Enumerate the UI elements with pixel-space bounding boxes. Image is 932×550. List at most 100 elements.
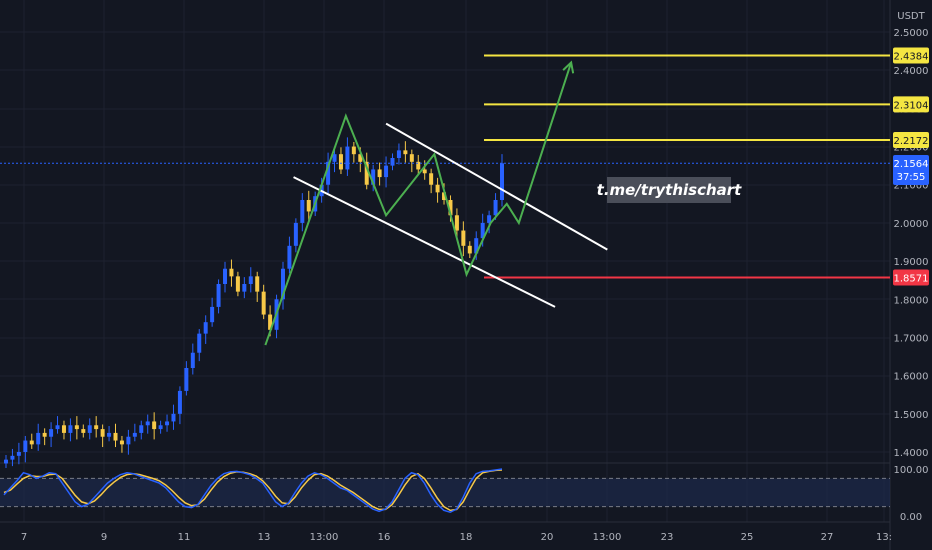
price-tick-label: 1.7000 xyxy=(894,333,929,344)
watermark: t.me/trythischart xyxy=(597,177,742,203)
time-axis[interactable]: 7 9 11 13 13:00 16 18 20 13:00 23 25 27 13: xyxy=(21,532,892,543)
candle-body xyxy=(306,200,311,212)
oscillator-tick-label: 100.00 xyxy=(894,465,929,476)
candle-body xyxy=(435,184,440,193)
current-price-badge: 2.1564 37:55 xyxy=(893,155,929,185)
time-tick-label: 13 xyxy=(258,532,271,543)
candle-body xyxy=(55,425,60,430)
candle-body xyxy=(94,425,99,430)
candle-body xyxy=(74,425,79,430)
candle-body xyxy=(429,173,434,185)
candle-body xyxy=(171,413,176,422)
candle-body xyxy=(16,452,21,456)
projection-path[interactable] xyxy=(264,62,573,346)
candle-body xyxy=(377,169,382,178)
candle-body xyxy=(448,200,453,216)
bar-countdown: 37:55 xyxy=(897,172,926,183)
currency-label: USDT xyxy=(897,11,925,22)
watermark-background xyxy=(607,177,731,203)
level-badge-label: 1.8571 xyxy=(894,273,929,284)
candle-body xyxy=(190,352,195,368)
channel-lower-line[interactable] xyxy=(293,176,556,308)
oscillator-band-fill xyxy=(0,478,890,507)
stoch-d-line xyxy=(3,469,503,512)
candle-body xyxy=(442,192,447,200)
candle-body xyxy=(338,154,343,170)
candle-body xyxy=(87,425,92,433)
candle-body xyxy=(364,161,369,185)
candle-body xyxy=(23,440,28,452)
candle-body xyxy=(332,154,337,162)
price-level-badges: 2.4384 2.3104 2.2172 1.8571 xyxy=(893,47,929,286)
candle-body xyxy=(223,268,228,284)
candle-body xyxy=(10,455,15,460)
time-tick-label: 27 xyxy=(821,532,834,543)
channel-upper-line[interactable] xyxy=(385,122,608,251)
price-tick-label: 1.4000 xyxy=(894,448,929,459)
candle-body xyxy=(107,432,112,437)
candle-body xyxy=(384,165,389,178)
candle-body xyxy=(396,150,401,158)
candle-body xyxy=(242,284,247,292)
candle-body xyxy=(152,421,157,430)
level-badge-label: 2.4384 xyxy=(894,52,929,63)
candle-body xyxy=(403,150,408,155)
time-tick-label: 16 xyxy=(378,532,391,543)
price-tick-label: 1.8000 xyxy=(894,295,929,306)
candle-body xyxy=(474,238,479,254)
candle-body xyxy=(358,154,363,162)
candle-body xyxy=(255,276,260,292)
candle-body xyxy=(287,245,292,269)
candle-body xyxy=(235,276,240,292)
candle-body xyxy=(177,390,182,414)
level-badge-bg xyxy=(893,96,929,113)
price-tick-label: 2.1000 xyxy=(894,181,929,192)
candle-body xyxy=(300,200,305,223)
current-price-value: 2.1564 xyxy=(894,159,929,170)
candle-body xyxy=(280,268,285,300)
time-tick-label: 13:00 xyxy=(593,532,622,543)
candle-body xyxy=(203,322,208,334)
level-badge-label: 2.3104 xyxy=(894,100,929,111)
candle-body xyxy=(49,429,54,437)
candle-body xyxy=(119,440,124,445)
candle-body xyxy=(36,432,41,445)
time-tick-label: 13: xyxy=(876,532,892,543)
candle-body xyxy=(197,333,202,353)
oscillator-axis: 100.00 0.00 xyxy=(894,465,929,523)
time-tick-label: 25 xyxy=(741,532,754,543)
candle-body xyxy=(500,163,504,200)
time-tick-label: 23 xyxy=(661,532,674,543)
price-tick-label: 2.2000 xyxy=(894,143,929,154)
candle-body xyxy=(29,440,34,445)
candle-body xyxy=(248,276,253,284)
candle-body xyxy=(493,200,498,216)
candle-body xyxy=(158,425,163,430)
candle-body xyxy=(42,432,47,437)
stochastic-oscillator xyxy=(3,468,503,514)
candle-body xyxy=(145,421,150,426)
candle-body xyxy=(68,425,73,433)
candle-body xyxy=(165,421,170,426)
level-badge-bg xyxy=(893,47,929,64)
candle-body xyxy=(229,268,234,277)
candle-body xyxy=(216,284,221,307)
candle-body xyxy=(113,432,118,441)
time-tick-label: 11 xyxy=(178,532,191,543)
level-badge-bg xyxy=(893,131,929,148)
time-tick-label: 18 xyxy=(460,532,473,543)
candle-body xyxy=(100,429,105,437)
level-badge-label: 2.2172 xyxy=(894,136,929,147)
candle-body xyxy=(351,146,356,155)
candle-body xyxy=(210,306,215,323)
candle-body xyxy=(480,222,485,239)
candle-body xyxy=(422,169,427,174)
time-tick-label: 9 xyxy=(101,532,107,543)
candle-body xyxy=(454,215,459,231)
candle-body xyxy=(61,425,66,433)
stoch-k-line xyxy=(3,468,503,514)
current-price-badge-bg xyxy=(893,155,929,185)
candle-body xyxy=(139,425,144,433)
